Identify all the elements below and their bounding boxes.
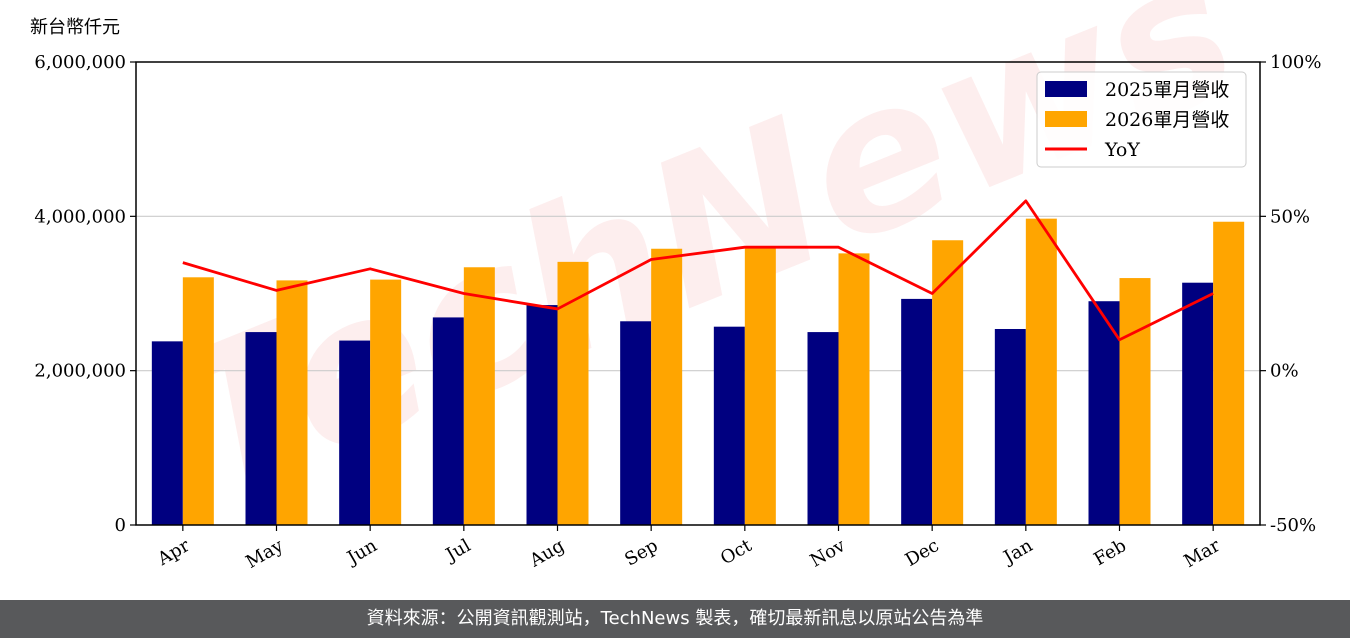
bar-2025單月營收-Sep (620, 321, 652, 525)
bar-2025單月營收-Oct (713, 326, 745, 525)
yoy-line (182, 199, 1214, 342)
bar-2026單月營收-Jul (463, 267, 495, 525)
bar-2026單月營收-Feb (1119, 278, 1151, 525)
legend-label: YoY (1104, 139, 1140, 161)
right-axis-tick-label: -50% (1270, 515, 1316, 536)
x-axis-label: Oct (717, 535, 756, 570)
grid-lines (136, 215, 1260, 372)
legend-box (1036, 71, 1247, 168)
right-axis-tick-label: 0% (1270, 361, 1299, 382)
left-axis-tick-label: 2,000,000 (34, 361, 126, 382)
x-axis-label: Mar (1180, 535, 1224, 572)
bar-2026單月營收-Nov (838, 253, 870, 525)
source-footer: 資料來源：公開資訊觀測站，TechNews 製表，確切最新訊息以原站公告為準 (0, 600, 1350, 638)
yoy-line-layer (182, 199, 1214, 342)
bar-2025單月營收-Jan (994, 328, 1026, 525)
x-axis-label: Nov (807, 535, 850, 572)
bar-2025單月營收-Mar (1182, 282, 1214, 525)
bar-2026單月營收-Mar (1213, 221, 1245, 526)
bar-2026單月營收-May (276, 280, 308, 525)
plot-frame (135, 61, 1261, 526)
x-axis-label: Jun (342, 535, 381, 570)
bar-2026單月營收-Apr (182, 277, 214, 525)
legend-swatch (1045, 81, 1087, 97)
left-axis-tick-label: 0 (115, 515, 126, 536)
bar-2026單月營收-Oct (744, 247, 776, 525)
legend-swatch (1045, 111, 1087, 127)
bar-2025單月營收-Nov (807, 332, 839, 525)
right-axis-tick-label: 50% (1270, 206, 1310, 227)
left-axis-tick-label: 6,000,000 (34, 52, 126, 73)
x-axis-label: Jan (999, 535, 1037, 569)
x-axis-label: May (242, 535, 287, 573)
x-axis-label: Aug (525, 535, 568, 572)
x-axis-label: Jul (441, 535, 475, 567)
revenue-chart: TechNews 新台幣仟元 02,000,0004,000,0006,000,… (30, 0, 1321, 573)
right-axis-tick-label: 100% (1270, 52, 1321, 73)
y-unit-label: 新台幣仟元 (30, 17, 120, 38)
bars (151, 218, 1245, 526)
bar-2025單月營收-May (245, 332, 277, 525)
x-axis-label: Dec (902, 535, 943, 571)
bar-2025單月營收-Aug (526, 305, 558, 525)
x-axis-label: Feb (1090, 535, 1130, 570)
bar-2026單月營收-Dec (932, 240, 964, 525)
bar-2025單月營收-Apr (151, 341, 183, 525)
bar-2026單月營收-Jun (370, 279, 402, 525)
legend-label: 2026單月營收 (1105, 109, 1229, 131)
bar-2025單月營收-Jul (432, 317, 464, 525)
bar-2025單月營收-Feb (1088, 301, 1120, 525)
legend: 2025單月營收 2026單月營收 YoY (1036, 71, 1247, 168)
left-axis-tick-label: 4,000,000 (34, 206, 126, 227)
bar-2026單月營收-Jan (1025, 218, 1057, 526)
x-axis-label: Apr (153, 535, 193, 570)
bar-2025單月營收-Dec (901, 298, 933, 525)
x-axis-label: Sep (621, 535, 661, 570)
legend-label: 2025單月營收 (1105, 79, 1229, 101)
bar-2025單月營收-Jun (339, 340, 371, 525)
bar-2026單月營收-Sep (651, 248, 683, 525)
